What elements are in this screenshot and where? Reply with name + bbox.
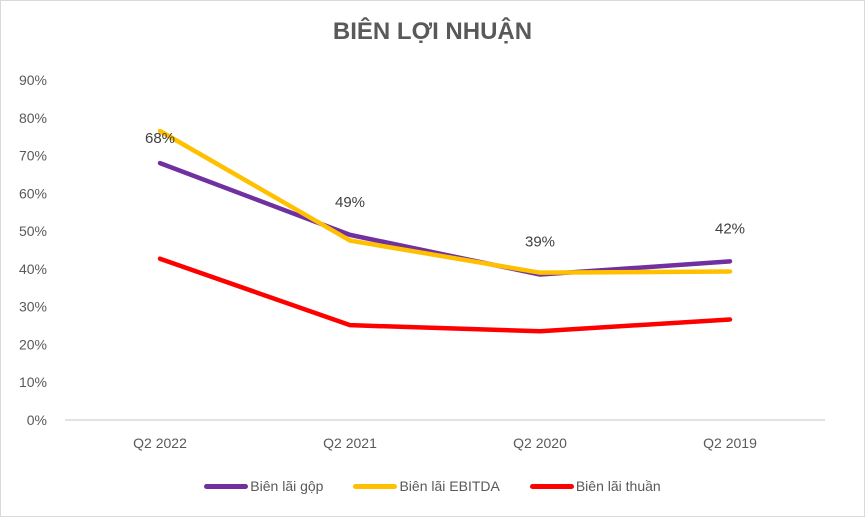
y-tick-label: 10% [19, 374, 47, 390]
data-label: 39% [525, 234, 555, 251]
x-tick-label: Q2 2019 [703, 435, 757, 451]
y-tick-label: 50% [19, 223, 47, 239]
legend-label-net: Biên lãi thuần [575, 478, 661, 494]
y-tick-label: 80% [19, 110, 47, 126]
x-tick-label: Q2 2022 [133, 435, 187, 451]
legend-swatch-ebitda [353, 483, 398, 489]
y-tick-label: 30% [19, 299, 47, 315]
y-tick-label: 40% [19, 261, 47, 277]
chart-title: BIÊN LỢI NHUẬN [332, 18, 533, 45]
legend-swatch-net [529, 483, 574, 489]
y-tick-label: 20% [19, 336, 47, 352]
legend-item-ebitda: Biên lãi EBITDA [353, 478, 500, 494]
data-label: 68% [145, 130, 175, 147]
y-tick-label: 60% [19, 185, 47, 201]
y-tick-label: 0% [27, 412, 47, 428]
legend-item-net: Biên lãi thuần [529, 478, 661, 494]
legend-label-ebitda: Biên lãi EBITDA [399, 478, 500, 494]
legend-swatch-gross [204, 483, 249, 489]
legend-item-gross: Biên lãi gộp [204, 478, 323, 494]
data-label: 42% [715, 220, 745, 237]
legend: Biên lãi gộp Biên lãi EBITDA Biên lãi th… [0, 478, 865, 494]
legend-label-gross: Biên lãi gộp [250, 478, 324, 494]
series-line-2 [157, 256, 733, 334]
x-tick-label: Q2 2021 [323, 435, 377, 451]
series-line-1 [157, 128, 733, 275]
y-tick-label: 90% [19, 72, 47, 88]
data-label: 49% [335, 194, 365, 211]
x-tick-label: Q2 2020 [513, 435, 567, 451]
y-tick-label: 70% [19, 148, 47, 164]
